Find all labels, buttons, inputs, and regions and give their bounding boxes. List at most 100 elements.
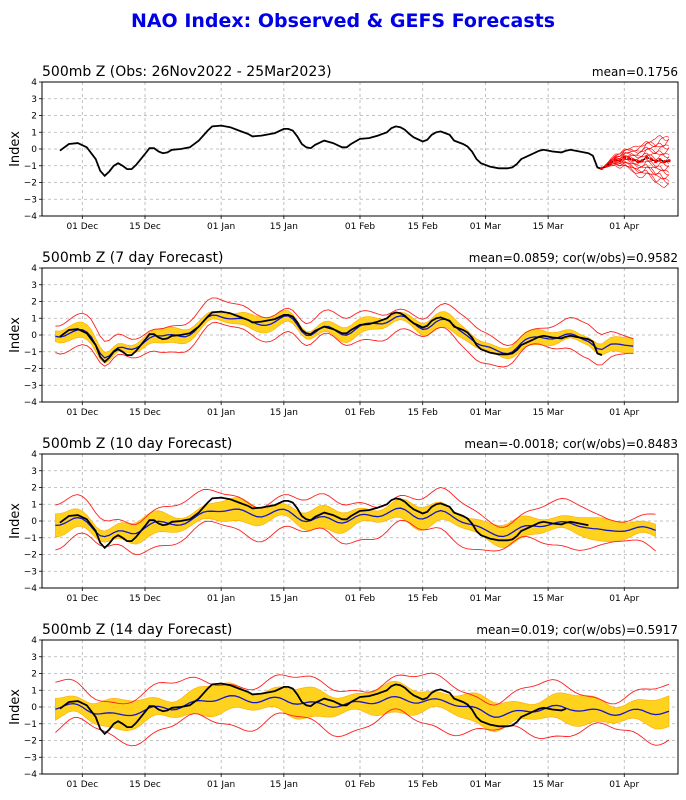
x-tick-label: 15 Jan (270, 222, 298, 232)
member-line (601, 136, 670, 169)
x-tick-label: 01 Apr (609, 408, 639, 418)
grid (42, 82, 678, 216)
panel-title: 500mb Z (Obs: 26Nov2022 - 25Mar2023) (42, 64, 332, 80)
envelope-upper (55, 487, 656, 528)
forecast-point (609, 160, 613, 164)
y-tick-label: −2 (24, 365, 37, 375)
y-axis-label: Index (8, 317, 23, 353)
panel-title: 500mb Z (10 day Forecast) (42, 436, 232, 452)
forecast-point (613, 158, 617, 162)
y-axis-label: Index (8, 131, 23, 167)
y-tick-label: −2 (24, 737, 37, 747)
y-tick-label: 0 (31, 331, 37, 341)
x-tick-label: 15 Dec (129, 408, 161, 418)
observed-line (59, 124, 603, 178)
panel-title: 500mb Z (14 day Forecast) (42, 622, 232, 638)
y-tick-label: 1 (31, 686, 37, 696)
x-tick-label: 01 Dec (66, 222, 98, 232)
x-tick-label: 15 Mar (532, 408, 564, 418)
x-tick-label: 15 Jan (270, 780, 298, 790)
envelope-lower (55, 708, 670, 747)
x-tick-label: 01 Mar (470, 222, 502, 232)
forecast-point (604, 164, 608, 168)
forecast-point (636, 159, 640, 164)
y-tick-label: 3 (31, 281, 37, 291)
ensemble-mean-line (601, 156, 670, 169)
member-line (601, 144, 670, 169)
y-tick-label: −1 (24, 162, 37, 172)
panel-stats: mean=0.019; cor(w/obs)=0.5917 (476, 623, 678, 637)
x-tick-label: 01 Jan (207, 222, 235, 232)
y-tick-label: 3 (31, 467, 37, 477)
y-tick-label: 2 (31, 298, 37, 308)
forecast-point (600, 166, 604, 170)
forecast-point (667, 159, 671, 163)
envelope-upper (55, 297, 634, 347)
x-tick-label: 01 Mar (470, 780, 502, 790)
y-tick-label: 3 (31, 653, 37, 663)
y-tick-label: 1 (31, 314, 37, 324)
observed-line (59, 310, 603, 364)
y-tick-label: −3 (24, 753, 37, 763)
x-tick-label: 01 Dec (66, 594, 98, 604)
x-tick-label: 01 Jan (207, 594, 235, 604)
panel-title: 500mb Z (7 day Forecast) (42, 250, 223, 266)
x-tick-label: 01 Mar (470, 594, 502, 604)
y-tick-label: −1 (24, 720, 37, 730)
x-tick-label: 01 Feb (345, 222, 376, 232)
x-tick-label: 01 Feb (345, 780, 376, 790)
page-title: NAO Index: Observed & GEFS Forecasts (130, 10, 556, 32)
x-tick-label: 15 Dec (129, 780, 161, 790)
x-tick-label: 15 Jan (270, 408, 298, 418)
member-line (601, 160, 670, 176)
member-line (601, 157, 670, 169)
forecast-point (649, 157, 653, 161)
y-tick-label: 0 (31, 703, 37, 713)
y-tick-label: −3 (24, 567, 37, 577)
forecast-point (654, 159, 658, 164)
y-tick-label: 1 (31, 128, 37, 138)
panel-stats: mean=-0.0018; cor(w/obs)=0.8483 (464, 437, 678, 451)
y-tick-label: 4 (31, 450, 37, 460)
x-tick-label: 01 Apr (609, 780, 639, 790)
forecast-point (631, 158, 635, 162)
member-line (601, 163, 670, 183)
y-axis-label: Index (8, 689, 23, 725)
x-tick-label: 01 Apr (609, 594, 639, 604)
y-tick-label: −2 (24, 179, 37, 189)
forecast-mean-line (55, 695, 670, 718)
envelope-lower (55, 322, 634, 368)
y-tick-label: 2 (31, 670, 37, 680)
x-tick-label: 01 Mar (470, 408, 502, 418)
x-tick-label: 01 Dec (66, 780, 98, 790)
panel-1: 4 3 2 1 0 −1 −2 −3 −4 01 Dec 15 Dec 01 Jan 15 Jan 01 … (8, 64, 679, 232)
member-line (601, 152, 670, 169)
panel-2: 4 3 2 1 0 −1 −2 −3 −4 01 Dec 15 Dec 01 Jan 15 Jan 01 … (8, 250, 679, 418)
x-tick-label: 15 Dec (129, 222, 161, 232)
x-tick-label: 01 Feb (345, 408, 376, 418)
y-tick-label: −4 (24, 584, 38, 594)
forecast-point (627, 156, 631, 160)
y-tick-label: −4 (24, 770, 38, 780)
member-line (601, 135, 670, 169)
y-tick-label: 2 (31, 112, 37, 122)
y-tick-label: 2 (31, 484, 37, 494)
x-tick-label: 15 Feb (408, 408, 439, 418)
x-tick-label: 01 Dec (66, 408, 98, 418)
envelope-upper (55, 672, 670, 706)
y-tick-label: −3 (24, 195, 37, 205)
panel-stats: mean=0.0859; cor(w/obs)=0.9582 (469, 251, 678, 265)
forecast-point (618, 159, 622, 163)
x-tick-label: 01 Apr (609, 222, 639, 232)
x-tick-label: 15 Feb (408, 222, 439, 232)
spread-band (55, 680, 670, 733)
x-tick-label: 15 Jan (270, 594, 298, 604)
observed-line (59, 682, 567, 736)
y-tick-label: 4 (31, 78, 37, 88)
y-tick-label: −4 (24, 212, 38, 222)
x-tick-label: 01 Feb (345, 594, 376, 604)
x-tick-label: 15 Feb (408, 780, 439, 790)
y-axis-label: Index (8, 503, 23, 539)
panel-3: 4 3 2 1 0 −1 −2 −3 −4 01 Dec 15 Dec 01 Jan 15 Jan 01 … (8, 436, 679, 604)
